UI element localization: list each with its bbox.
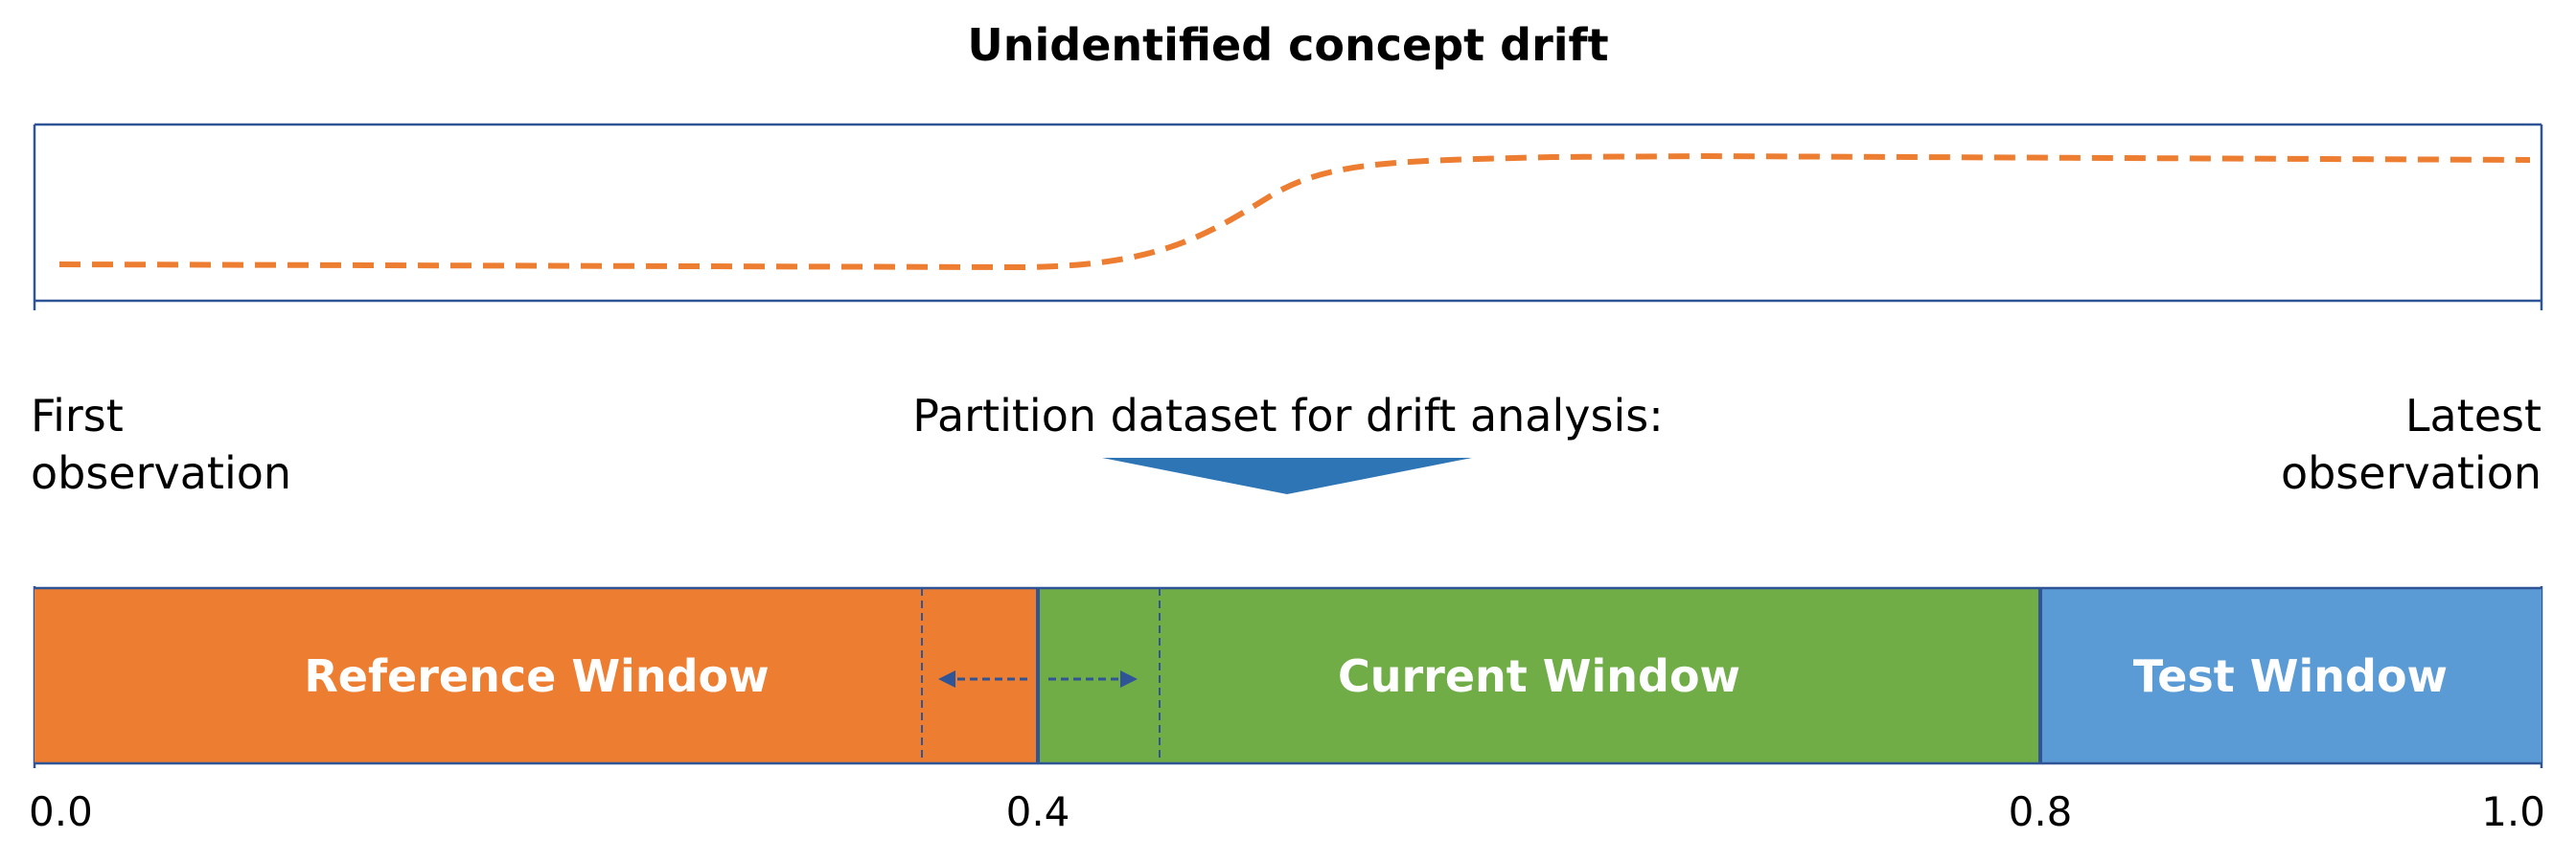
test-window-label: Test Window — [2133, 650, 2448, 702]
latest-observation-label-line1: Latest — [2405, 390, 2542, 442]
diagram-title: Unidentified concept drift — [967, 19, 1608, 71]
partition-caption: Partition dataset for drift analysis: — [912, 390, 1663, 442]
test-window — [2040, 588, 2542, 763]
window-bar: Reference Window Current Window Test Win… — [33, 586, 2543, 768]
tick-label-2: 0.8 — [2009, 788, 2073, 835]
first-observation-label-line1: First — [31, 390, 124, 442]
reference-window — [34, 588, 1038, 763]
tick-label-3: 1.0 — [2481, 788, 2545, 835]
partition-down-arrow — [1102, 458, 1472, 494]
tick-label-1: 0.4 — [1006, 788, 1070, 835]
drift-curve — [58, 152, 2531, 271]
tick-label-0: 0.0 — [29, 788, 93, 835]
current-window — [1038, 588, 2040, 763]
latest-observation-label-line2: observation — [2281, 447, 2542, 499]
first-observation-label-line2: observation — [31, 447, 291, 499]
drift-plot — [33, 123, 2543, 310]
current-window-label: Current Window — [1338, 650, 1740, 702]
reference-window-label: Reference Window — [304, 650, 769, 702]
